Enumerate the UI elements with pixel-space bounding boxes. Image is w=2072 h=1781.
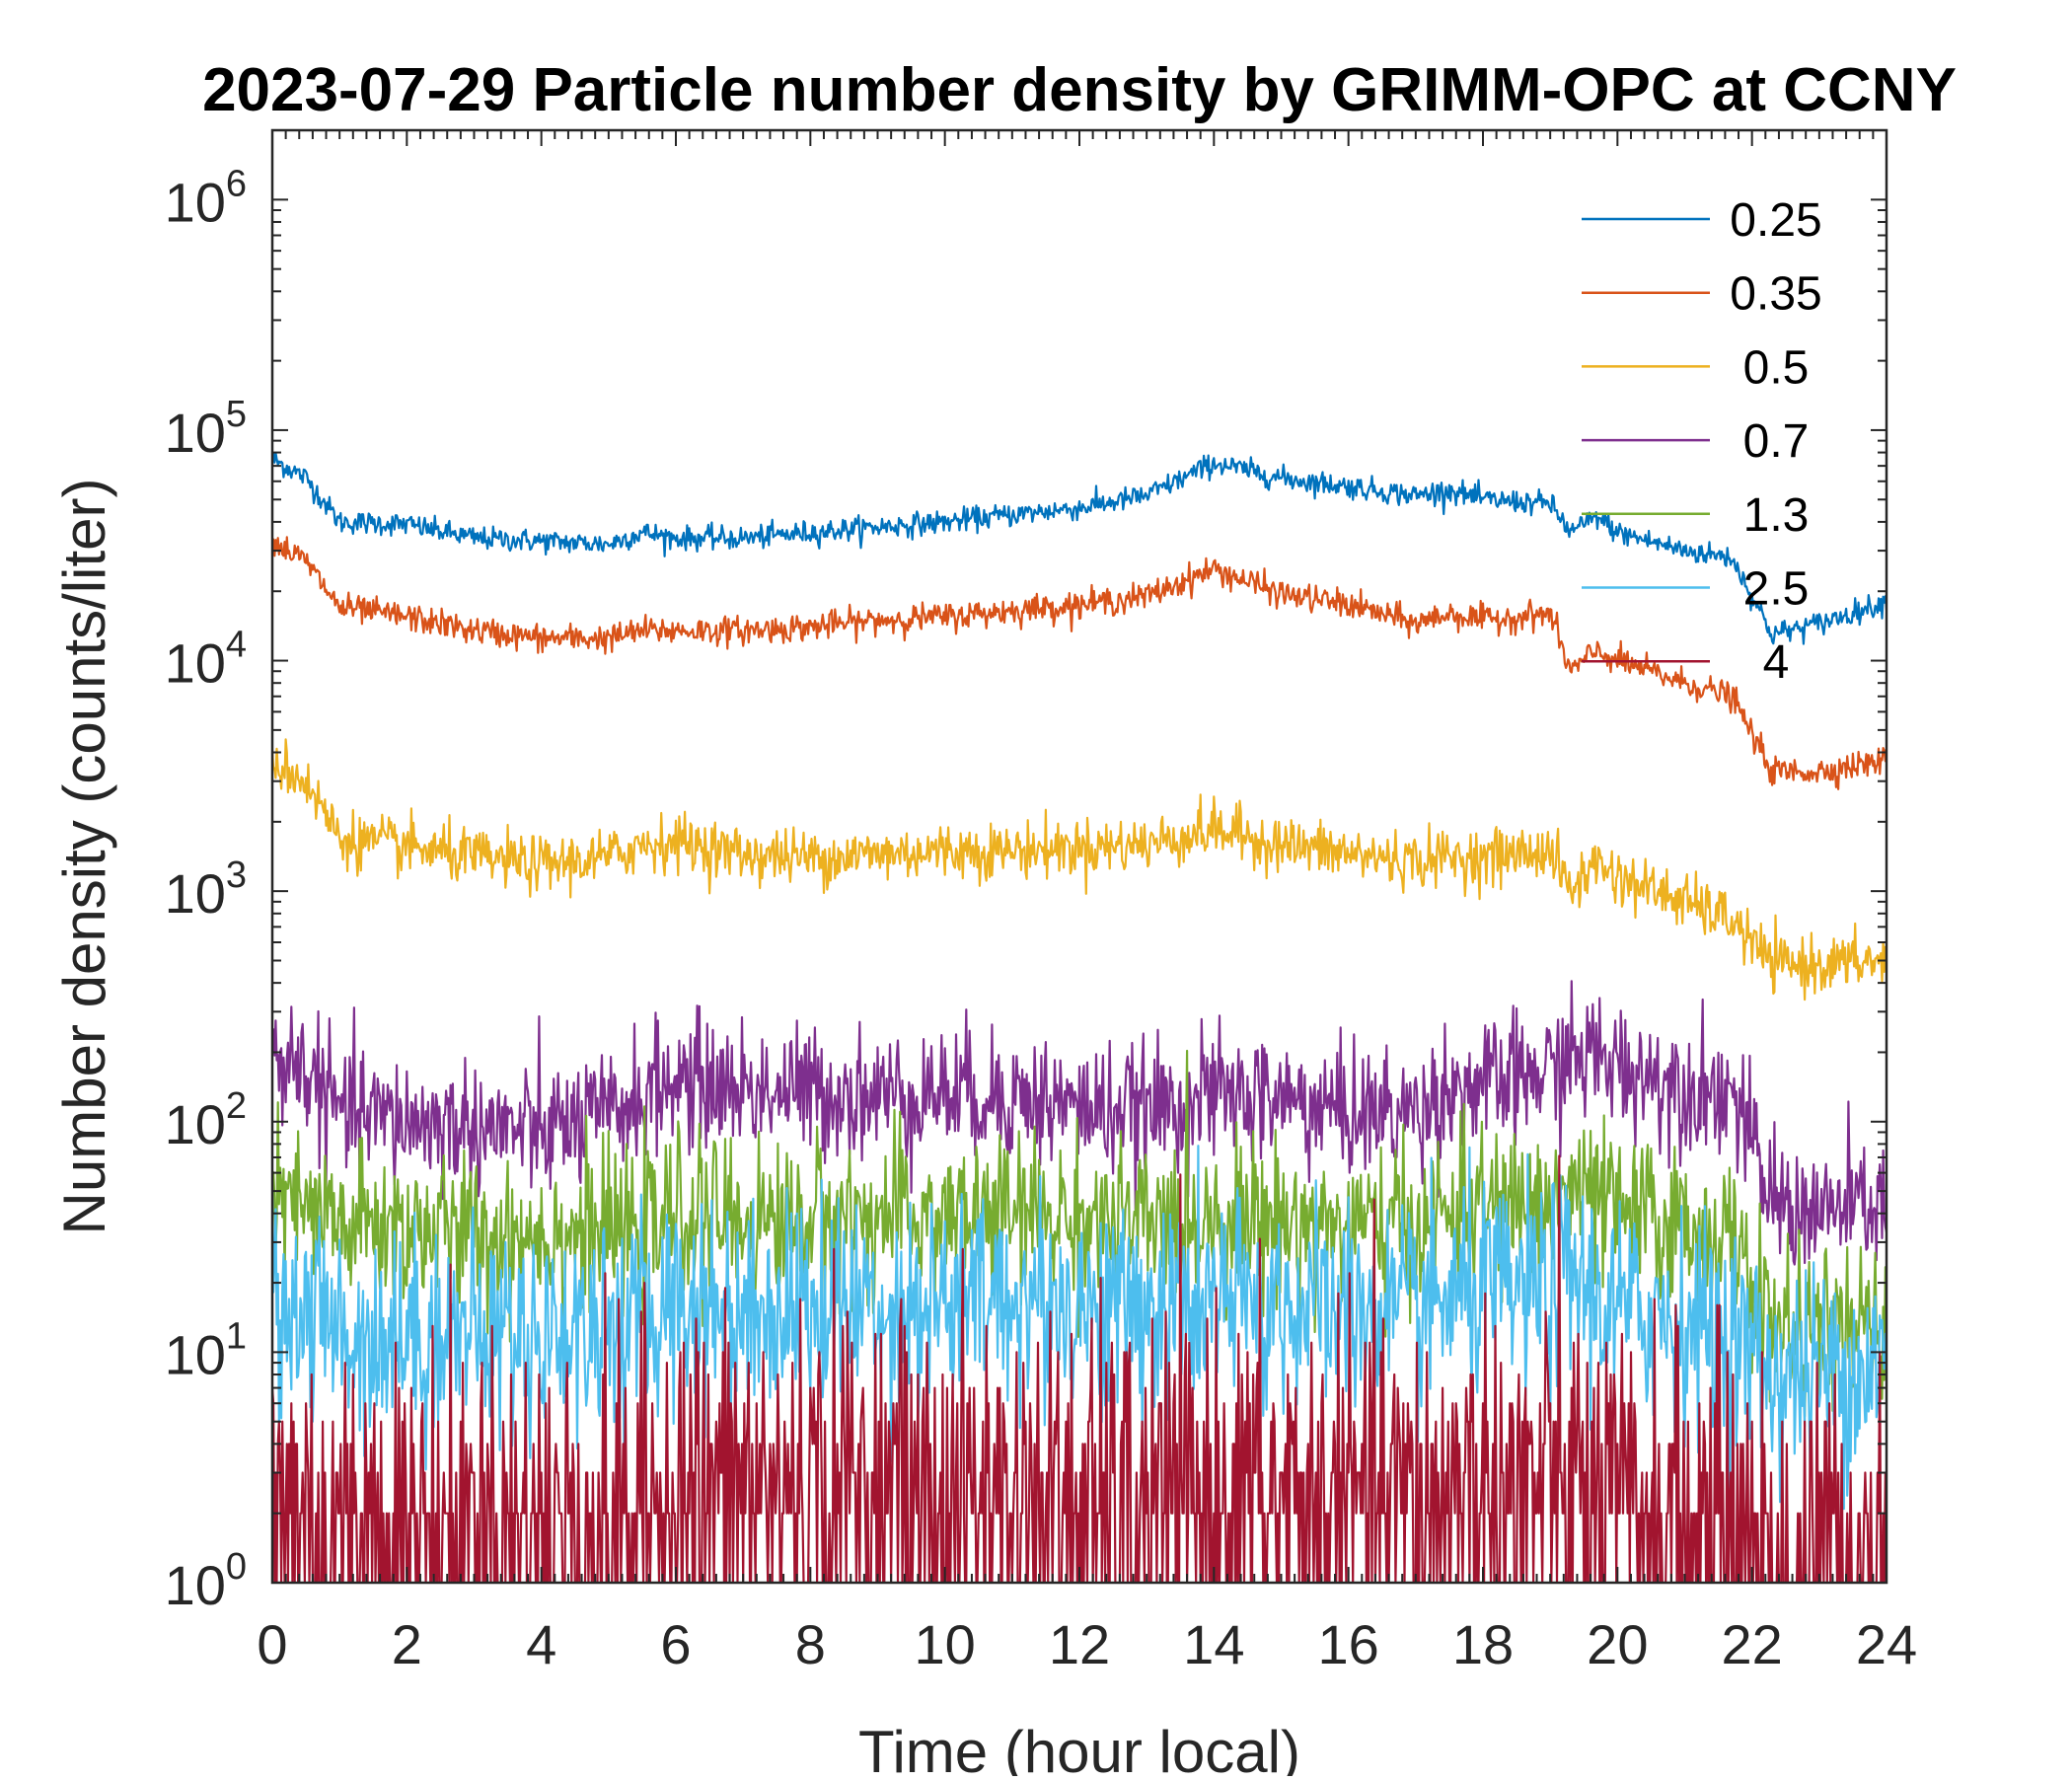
x-tick-label: 4 xyxy=(526,1613,556,1675)
legend-label: 0.5 xyxy=(1743,341,1810,394)
legend: 0.25 0.35 0.5 0.7 1.3 2.5 4 xyxy=(1582,194,1822,689)
x-tick-label: 20 xyxy=(1587,1613,1648,1675)
axes-group xyxy=(270,128,1888,1585)
x-tick-label: 0 xyxy=(257,1613,287,1675)
legend-label: 4 xyxy=(1763,636,1790,689)
y-tick-labels: 100 101 102 103 104 105 106 xyxy=(165,163,247,1616)
series-line-4 xyxy=(272,1154,1887,1583)
legend-label: 0.35 xyxy=(1730,268,1821,321)
x-tick-label: 10 xyxy=(915,1613,976,1675)
x-tick-label: 18 xyxy=(1452,1613,1514,1675)
series-group xyxy=(272,451,1887,1583)
legend-label: 1.3 xyxy=(1743,489,1810,542)
series-line-1-3 xyxy=(272,1049,1887,1419)
legend-label: 2.5 xyxy=(1743,563,1810,616)
series-line-0-35 xyxy=(272,536,1887,790)
x-tick-label: 14 xyxy=(1183,1613,1244,1675)
series-line-0-25 xyxy=(272,451,1887,645)
x-tick-label: 24 xyxy=(1856,1613,1917,1675)
x-tick-label: 6 xyxy=(660,1613,691,1675)
x-tick-label: 12 xyxy=(1049,1613,1110,1675)
x-tick-label: 22 xyxy=(1722,1613,1783,1675)
x-tick-label: 16 xyxy=(1318,1613,1379,1675)
y-tick-label: 101 xyxy=(165,1315,247,1385)
y-tick-label: 103 xyxy=(165,854,247,925)
legend-label: 0.25 xyxy=(1730,194,1821,247)
y-tick-label: 104 xyxy=(165,625,247,695)
y-tick-label: 100 xyxy=(165,1546,247,1616)
x-axis-label: Time (hour local) xyxy=(858,1719,1300,1776)
chart-title: 2023-07-29 Particle number density by GR… xyxy=(202,56,1957,124)
series-line-2-5 xyxy=(272,1145,1887,1511)
y-tick-label: 105 xyxy=(165,394,247,464)
series-line-0-7 xyxy=(272,980,1887,1266)
x-tick-label: 2 xyxy=(392,1613,422,1675)
y-tick-label: 106 xyxy=(165,163,247,233)
x-tick-labels: 0 2 4 6 8 10 12 14 16 18 20 22 24 xyxy=(257,1613,1917,1675)
legend-label: 0.7 xyxy=(1743,415,1810,468)
y-tick-label: 102 xyxy=(165,1085,247,1155)
series-line-0-5 xyxy=(272,738,1887,1002)
x-tick-label: 8 xyxy=(795,1613,826,1675)
y-axis-label: Number density (counts/liter) xyxy=(51,479,117,1235)
